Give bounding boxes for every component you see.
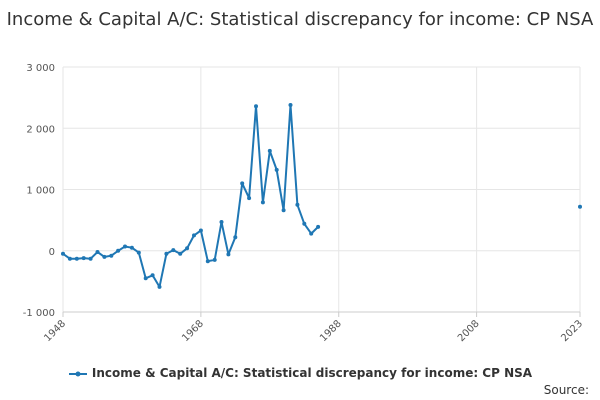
data-point [316, 224, 321, 229]
data-point [95, 250, 100, 254]
data-point [295, 202, 300, 207]
data-point [61, 251, 65, 256]
data-point [74, 256, 79, 261]
y-tick-label: 1 000 [26, 186, 55, 197]
source-label: Source: [543, 383, 589, 397]
series-layer [61, 103, 582, 289]
data-point [212, 257, 217, 262]
data-point [178, 251, 183, 256]
data-point [192, 233, 196, 238]
x-tick-label: 1968 [180, 318, 206, 344]
y-tick-label: -1 000 [23, 308, 55, 319]
data-point [88, 256, 93, 261]
data-point [143, 276, 148, 281]
data-point [123, 244, 127, 249]
data-point [81, 256, 86, 261]
data-point [247, 196, 252, 201]
data-point [288, 103, 293, 107]
x-tick-label: 2008 [456, 318, 482, 344]
x-tick-label: 2023 [559, 318, 585, 344]
chart-title: Income & Capital A/C: Statistical discre… [6, 9, 594, 30]
data-point [219, 220, 224, 224]
data-point [67, 256, 72, 261]
data-point [164, 251, 169, 256]
data-point [109, 253, 114, 258]
series-line [62, 104, 319, 288]
data-point [281, 208, 286, 213]
data-point [267, 148, 272, 153]
data-point [309, 231, 314, 236]
y-axis-tick-labels: 3 000 2 000 1 000 0 -1 000 [23, 63, 55, 319]
data-point [185, 246, 190, 251]
x-tick-label: 1948 [42, 318, 68, 344]
data-point [116, 248, 121, 253]
data-point [150, 273, 155, 278]
data-point [129, 245, 134, 250]
data-point [226, 252, 231, 257]
legend-label: Income & Capital A/C: Statistical discre… [91, 366, 533, 380]
y-tick-label: 0 [49, 247, 55, 258]
data-point [260, 200, 265, 205]
data-point [205, 259, 210, 264]
data-point [274, 167, 279, 172]
data-point [171, 248, 176, 253]
y-tick-label: 2 000 [26, 124, 55, 135]
data-point [578, 204, 582, 209]
data-point [240, 181, 245, 186]
data-point [254, 104, 258, 109]
data-point [302, 221, 307, 226]
x-tick-label: 1988 [318, 318, 344, 344]
data-point [233, 235, 238, 240]
x-axis-tick-labels: 1948 1968 1988 2008 2023 [42, 312, 585, 344]
data-point [157, 284, 162, 289]
legend-swatch [68, 371, 87, 376]
gridlines [62, 66, 581, 312]
legend[interactable]: Income & Capital A/C: Statistical discre… [0, 366, 600, 380]
data-point [136, 250, 141, 255]
data-point [198, 228, 203, 233]
y-tick-label: 3 000 [26, 63, 55, 74]
data-point [102, 254, 107, 259]
